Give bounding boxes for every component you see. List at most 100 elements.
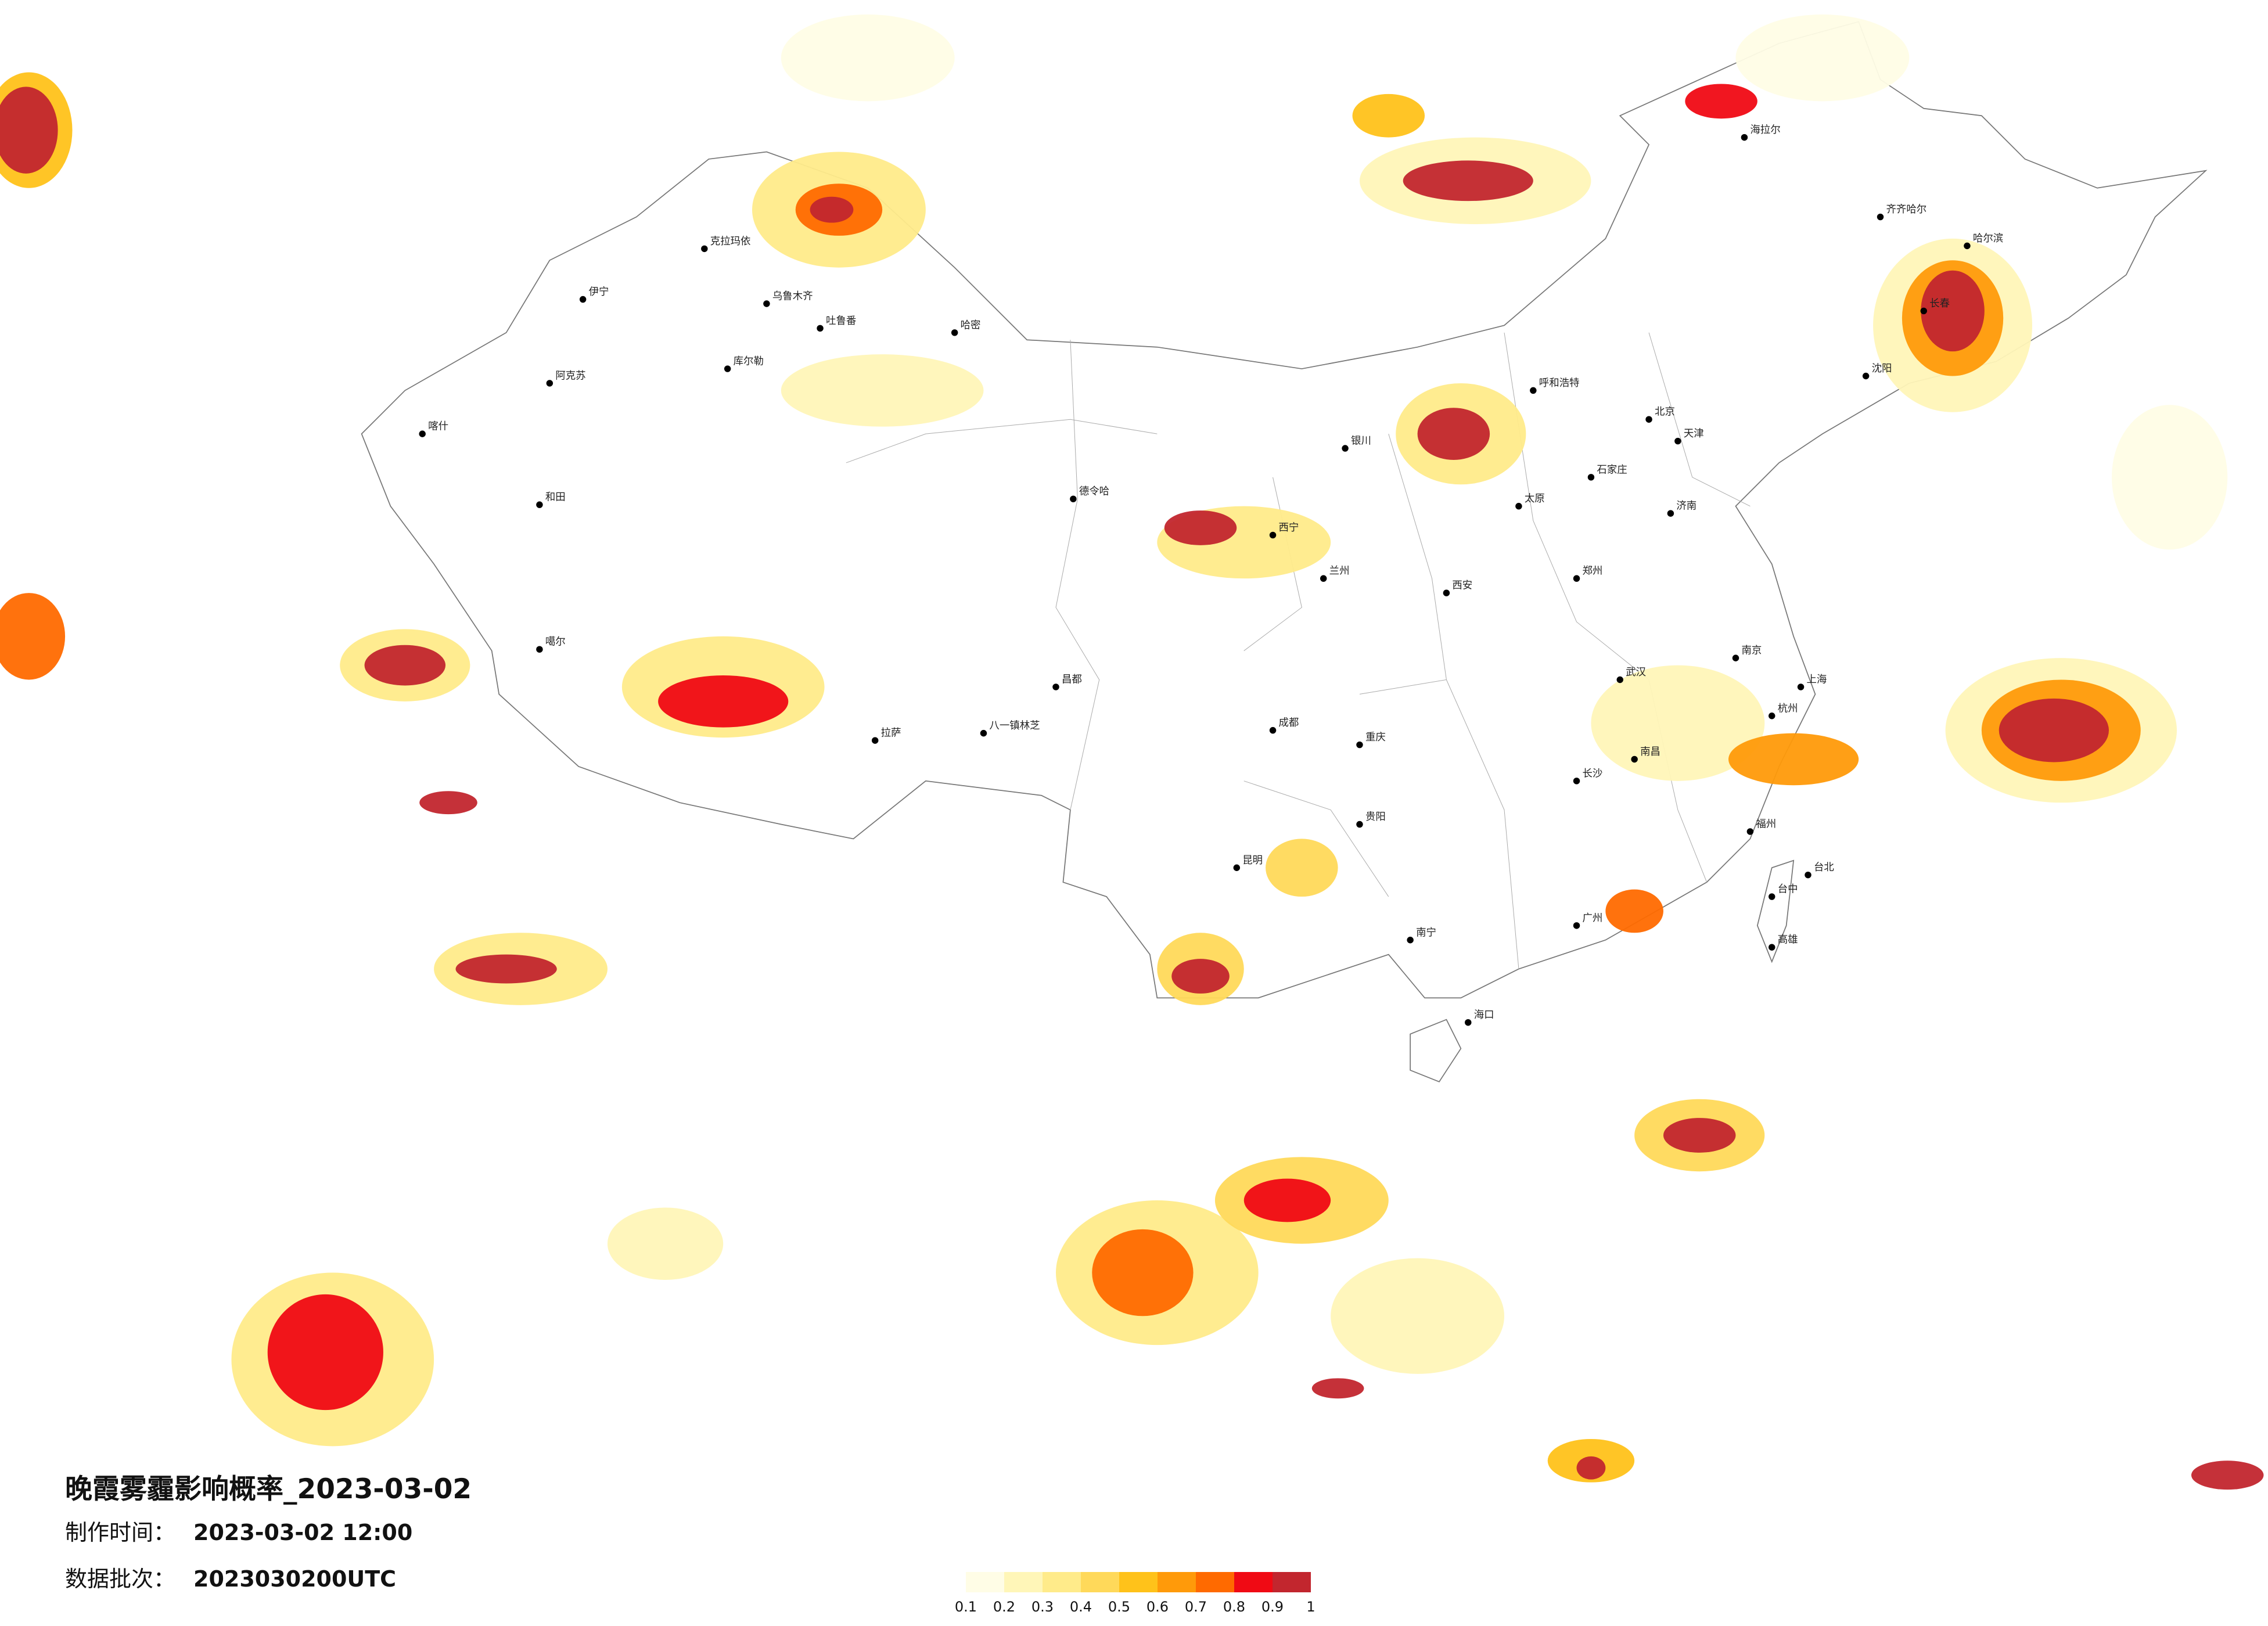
city-dot (1667, 510, 1674, 517)
haze-area (0, 87, 58, 174)
city-label: 南京 (1741, 645, 1762, 657)
city-dot (1356, 741, 1363, 749)
city-dot (419, 430, 426, 437)
city-label: 乌鲁木齐 (772, 291, 813, 303)
city-label: 长沙 (1582, 768, 1602, 779)
info: 制作时间： 2023-03-02 12:00 数据批次： 2023030200UTC (65, 1520, 412, 1592)
city-label: 克拉玛依 (710, 236, 751, 247)
city-label: 阿克苏 (555, 370, 585, 382)
haze-area (1164, 510, 1237, 545)
haze-area (1605, 889, 1663, 933)
city-label: 台中 (1778, 884, 1798, 895)
city-label: 八一镇林芝 (989, 720, 1040, 732)
haze-area (2191, 1460, 2264, 1490)
legend-swatch (1119, 1572, 1158, 1592)
legend-swatch (1158, 1572, 1196, 1592)
city-dot (536, 646, 543, 653)
city-dot (536, 501, 543, 508)
haze-area (1092, 1229, 1194, 1316)
legend-label: 0.7 (1185, 1599, 1207, 1615)
island-border (1410, 859, 1795, 1082)
haze-area (810, 196, 854, 223)
city-dot (1616, 676, 1623, 684)
city-label: 哈密 (961, 319, 981, 331)
city-dot (1070, 495, 1077, 502)
city-label: 福州 (1756, 819, 1776, 830)
haze-area (1417, 408, 1490, 460)
haze-area (1311, 1378, 1364, 1399)
legend-label: 0.6 (1146, 1599, 1169, 1615)
city-label: 喀什 (428, 421, 448, 433)
city-label: 广州 (1582, 912, 1602, 924)
haze-area (1266, 839, 1338, 897)
city-dot (763, 300, 770, 307)
city-label: 吐鲁番 (826, 315, 856, 327)
haze-area (1685, 84, 1757, 119)
haze-area (1331, 1258, 1505, 1374)
city-label: 昆明 (1242, 855, 1263, 866)
city-dot (980, 729, 987, 737)
city-label: 石家庄 (1597, 464, 1627, 476)
legend-swatch (1234, 1572, 1273, 1592)
haze-area (1921, 270, 1985, 352)
city-label: 沈阳 (1872, 363, 1892, 375)
legend-swatch (1004, 1572, 1043, 1592)
legend-label: 0.9 (1261, 1599, 1284, 1615)
city-dot (1515, 502, 1522, 510)
haze-area (1576, 1456, 1606, 1480)
city-dot (1573, 778, 1580, 785)
city-dot (1862, 372, 1870, 380)
city-label: 哈尔滨 (1973, 233, 2003, 244)
city-dot (1769, 893, 1775, 900)
city-dot (951, 329, 958, 336)
haze-area (1999, 698, 2109, 762)
city-dot (817, 325, 824, 332)
haze-area (0, 593, 66, 680)
city-label: 拉萨 (881, 728, 901, 739)
haze-area (1403, 160, 1533, 202)
city-dot (1465, 1019, 1472, 1026)
city-dot (1769, 713, 1775, 720)
info-label: 制作时间： (65, 1520, 175, 1545)
city-dot (701, 245, 708, 253)
haze-area (1243, 1178, 1331, 1222)
city-label: 德令哈 (1079, 486, 1109, 498)
city-label: 兰州 (1329, 566, 1350, 577)
city-label: 海口 (1474, 1009, 1494, 1021)
city-dot (871, 737, 879, 744)
city-dot (1269, 531, 1277, 539)
city-label: 齐齐哈尔 (1886, 204, 1926, 215)
city-dot (546, 380, 553, 387)
city-label: 天津 (1684, 428, 1704, 440)
city-dot (1407, 937, 1414, 944)
city-dot (1920, 307, 1927, 315)
city-label: 西安 (1452, 580, 1472, 592)
legend-swatch (1273, 1572, 1311, 1592)
city-label: 郑州 (1582, 566, 1602, 577)
city-label: 北京 (1655, 406, 1675, 418)
city-dot (1645, 416, 1652, 423)
country-border (361, 21, 2208, 999)
haze-area (1352, 93, 1425, 138)
haze-area (1663, 1118, 1736, 1153)
city-label: 太原 (1525, 493, 1545, 505)
city-label: 台北 (1814, 862, 1834, 873)
city-label: 银川 (1351, 436, 1371, 447)
haze-area (781, 354, 984, 427)
city-dot (1356, 821, 1363, 828)
info-value: 2023030200UTC (193, 1566, 396, 1592)
haze-area (1591, 665, 1765, 781)
legend-label: 0.4 (1070, 1599, 1092, 1615)
legend-label: 1 (1306, 1599, 1315, 1615)
haze-area (455, 954, 557, 984)
haze-area (1735, 14, 1910, 102)
city-label: 高雄 (1778, 934, 1798, 946)
legend: 0.1 0.2 0.3 0.4 0.5 0.6 0.7 0.8 0.9 1 (955, 1572, 1315, 1615)
city-label: 库尔勒 (734, 356, 764, 368)
city-label: 杭州 (1778, 703, 1798, 714)
city-dot (1573, 575, 1580, 582)
map-title: 晚霞雾霾影响概率_2023-03-02 (65, 1473, 472, 1505)
city-dot (1269, 726, 1277, 734)
haze-area (364, 645, 446, 686)
city-dot (1342, 445, 1349, 452)
